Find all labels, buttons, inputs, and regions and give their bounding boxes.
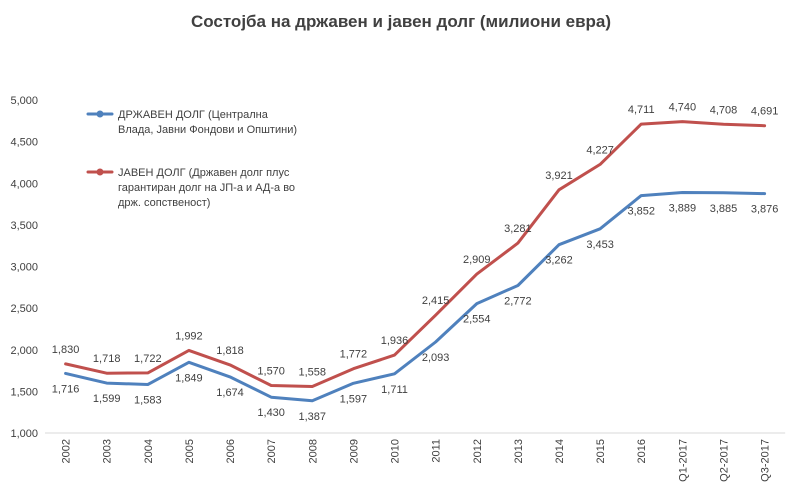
public-debt-data-label: 1,718 (93, 353, 121, 365)
state-debt-data-label: 1,674 (216, 387, 244, 399)
x-tick-label: 2011 (431, 439, 443, 463)
legend-public-debt-label: ЈАВЕН ДОЛГ (Државен долг плус (118, 167, 290, 179)
x-tick-label: 2015 (595, 439, 607, 463)
public-debt-data-label: 3,281 (504, 223, 532, 235)
state-debt-line (64, 191, 767, 403)
x-tick-label: 2012 (472, 439, 484, 463)
legend-state-debt-label: ДРЖАВЕН ДОЛГ (Централна (118, 109, 269, 121)
public-debt-data-label: 3,921 (545, 170, 573, 182)
state-debt-data-label: 2,554 (463, 314, 491, 326)
y-tick-label: 4,500 (10, 137, 38, 149)
y-tick-label: 3,500 (10, 220, 38, 232)
x-tick-label: 2004 (143, 439, 155, 463)
y-tick-label: 4,000 (10, 178, 38, 190)
x-tick-label: Q3-2017 (760, 439, 772, 482)
x-tick-label: 2009 (348, 439, 360, 463)
x-tick-label: 2013 (513, 439, 525, 463)
public-debt-data-label: 1,570 (257, 366, 285, 378)
x-tick-label: 2005 (184, 439, 196, 463)
legend-public-debt-label: гарантиран долг на ЈП-а и АД-а во (118, 182, 295, 194)
public-debt-data-label: 4,227 (586, 144, 614, 156)
public-debt-data-label: 1,818 (216, 345, 244, 357)
public-debt-data-label: 4,740 (669, 102, 697, 114)
state-debt-data-label: 1,716 (52, 383, 80, 395)
x-tick-label: 2006 (225, 439, 237, 463)
legend-state-debt-marker (96, 110, 104, 118)
public-debt-data-label: 1,558 (299, 367, 327, 379)
chart-title: Состојба на државен и јавен долг (милион… (190, 12, 612, 31)
public-debt-data-label: 1,936 (381, 335, 409, 347)
state-debt-data-label: 1,711 (381, 384, 408, 396)
state-debt-data-label: 2,772 (504, 295, 532, 307)
public-debt-data-label: 1,722 (134, 353, 162, 365)
legend-state-debt-label: Влада, Јавни Фондови и Општини) (118, 124, 297, 136)
public-debt-data-label: 1,830 (52, 344, 80, 356)
y-tick-label: 3,000 (10, 262, 38, 274)
state-debt-data-label: 1,583 (134, 394, 162, 406)
state-debt-data-label: 3,262 (545, 255, 573, 267)
state-debt-data-label: 1,599 (93, 393, 121, 405)
y-tick-label: 5,000 (10, 95, 38, 107)
public-debt-data-label: 4,708 (710, 104, 738, 116)
y-tick-label: 1,000 (10, 428, 38, 440)
public-debt-data-label: 1,772 (340, 349, 368, 361)
x-tick-label: Q2-2017 (718, 439, 730, 482)
y-tick-label: 2,500 (10, 303, 38, 315)
x-tick-label: 2007 (266, 439, 278, 463)
y-tick-label: 1,500 (10, 386, 38, 398)
public-debt-data-label: 2,909 (463, 254, 491, 266)
x-tick-label: 2008 (307, 439, 319, 463)
x-tick-label: 2016 (636, 439, 648, 463)
public-debt-data-label: 4,691 (751, 106, 779, 118)
state-debt-data-label: 3,453 (586, 239, 614, 251)
state-debt-data-label: 1,430 (257, 407, 285, 419)
public-debt-data-label: 4,711 (628, 104, 655, 116)
x-tick-label: Q1-2017 (677, 439, 689, 482)
x-tick-label: 2014 (554, 439, 566, 463)
state-debt-data-label: 1,849 (175, 372, 203, 384)
state-debt-data-label: 3,885 (710, 203, 738, 215)
state-debt-data-label: 1,597 (340, 393, 368, 405)
legend-public-debt-marker (96, 168, 104, 176)
x-tick-label: 2002 (61, 439, 73, 463)
state-debt-data-label: 3,852 (627, 206, 655, 218)
x-tick-label: 2010 (390, 439, 402, 463)
x-tick-label: 2003 (102, 439, 114, 463)
state-debt-data-label: 3,889 (669, 202, 697, 214)
public-debt-data-label: 1,992 (175, 330, 203, 342)
state-debt-data-label: 2,093 (422, 352, 450, 364)
y-tick-label: 2,000 (10, 345, 38, 357)
state-debt-data-label: 1,387 (299, 411, 327, 423)
state-debt-data-label: 3,876 (751, 204, 779, 216)
public-debt-line (64, 120, 767, 388)
public-debt-data-label: 2,415 (422, 295, 450, 307)
legend-public-debt-label: држ. сопственост) (118, 197, 210, 209)
